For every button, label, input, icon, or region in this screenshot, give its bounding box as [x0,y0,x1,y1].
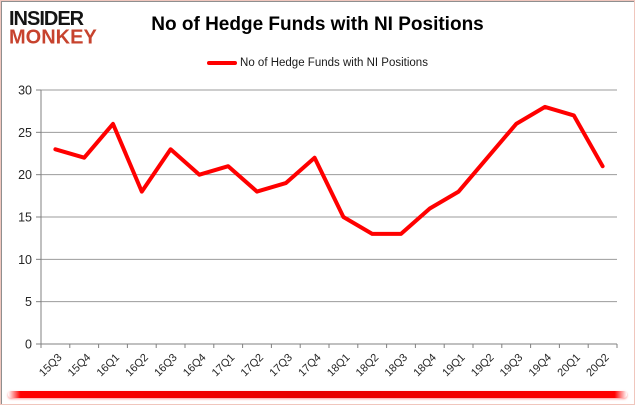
x-tick-label: 16Q1 [95,352,123,380]
bottom-red-bar [8,391,627,398]
x-tick-label: 16Q4 [181,352,209,380]
x-tick-label: 16Q2 [123,352,151,380]
x-tick-label: 18Q2 [354,352,382,380]
y-tick-label: 5 [25,295,32,309]
logo-line-insider: INSIDER [9,7,84,31]
chart-title: No of Hedge Funds with NI Positions [151,14,484,35]
x-tick-label: 17Q3 [267,352,295,380]
series [53,104,605,236]
x-tick-label: 19Q4 [527,352,555,380]
x-axis-labels: 15Q3 15Q4 16Q1 16Q2 16Q3 16Q4 17Q1 17Q2 17Q3 17Q4… [37,352,612,380]
x-tick-label: 17Q1 [210,352,238,380]
gridlines [41,89,617,303]
x-tick-label: 18Q4 [411,352,439,380]
y-tick-label: 30 [18,84,32,98]
x-tick-label: 19Q1 [440,352,468,380]
y-tick-label: 0 [25,338,32,352]
insider-monkey-logo: INSIDER MONKEY [9,7,97,49]
x-tick-label: 18Q3 [383,352,411,380]
logo-line-monkey: MONKEY [9,25,97,49]
x-tick-label: 19Q3 [498,352,526,380]
legend-line-swatch-icon [207,61,238,65]
x-tick-label: 18Q1 [325,352,353,380]
y-axis-labels: 0 5 10 15 20 25 30 [18,84,32,352]
x-tick-label: 17Q4 [296,352,324,380]
legend-label: No of Hedge Funds with NI Positions [240,57,428,69]
y-tick-label: 15 [18,211,32,225]
x-tick-label: 16Q3 [152,352,180,380]
x-tick-label: 20Q1 [555,352,583,380]
series-line [53,104,605,236]
x-tick-label: 15Q3 [37,352,65,380]
x-tick-label: 15Q4 [66,352,94,380]
y-tick-label: 20 [18,168,32,182]
x-tick-label: 20Q2 [584,352,612,380]
x-tick-label: 19Q2 [469,352,497,380]
axes [36,89,618,348]
y-tick-label: 25 [18,126,32,140]
legend: No of Hedge Funds with NI Positions [1,57,634,69]
y-tick-label: 10 [18,253,32,267]
x-tick-label: 17Q2 [239,352,267,380]
